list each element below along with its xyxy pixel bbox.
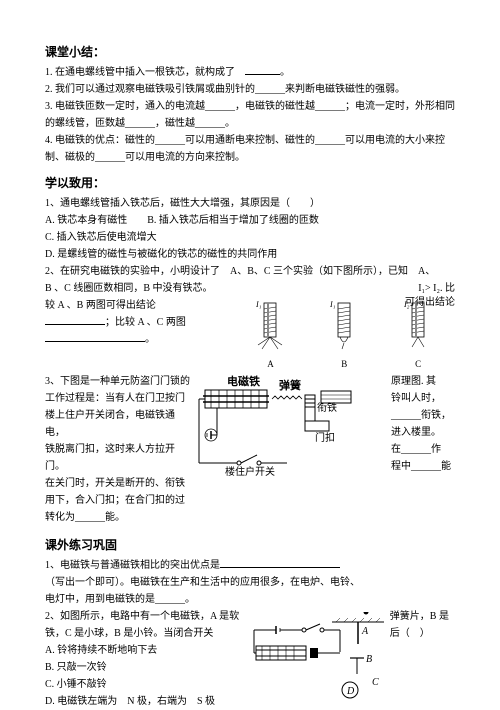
circuit-diagram: 电磁铁 弹簧 衔铁 门扣 — [197, 375, 352, 480]
svg-text:C: C — [372, 677, 379, 688]
q2-line5: 可得出结论 — [405, 294, 455, 311]
q2-line3: 较 A 、B 两图可得出结论 — [45, 297, 234, 314]
coil-a: I₁ A — [250, 299, 290, 369]
q2-line6: 。 — [45, 331, 234, 348]
mag-label: 电磁铁 — [227, 375, 260, 388]
blank — [45, 332, 145, 342]
q3-r3: ______衔铁， — [391, 407, 455, 424]
q3-r5: 在______作 — [391, 441, 455, 458]
p2-r1: 弹簧片，B 是 — [390, 608, 460, 625]
bell-circuit: A B D C — [246, 612, 386, 700]
p1-l1: 1、电磁铁与普通磁铁相比的突出优点是 — [45, 557, 455, 574]
q3-r1: 原理图. 其 — [391, 373, 455, 390]
q3-r6: 程中______能 — [391, 458, 455, 475]
apply-title: 学以致用： — [45, 174, 455, 191]
svg-text:A: A — [361, 626, 369, 637]
q2-line4: ；比较 A 、C 两图 — [45, 314, 234, 331]
spring-label: 弹簧 — [279, 378, 301, 392]
p1-l1-text: 1、电磁铁与普通磁铁相比的突出优点是 — [45, 560, 220, 571]
p2-l4: B. 只敲一次铃 — [45, 659, 242, 676]
switch-label: 楼住户开关 — [225, 465, 275, 478]
blank — [45, 315, 105, 325]
blank — [245, 65, 280, 75]
coil-a-svg: I₁ — [250, 299, 290, 354]
p2-l6: D. 电磁铁左端为 N 极，右端为 S 极 — [45, 693, 242, 710]
coil-b: I₁ B — [324, 299, 364, 369]
q3-l2: 工作过程是：当有人在门卫按门 — [45, 390, 193, 407]
q3-l4: 铁脱离门扣，这时来人方拉开门。 — [45, 441, 193, 475]
summary-item-1: 1. 在通电螺线管中插入一根铁芯，就构成了 。 — [45, 64, 455, 81]
opt-b-text: B. 插入铁芯后相当于增加了线圈的匝数 — [147, 215, 319, 226]
i-compare: I₁> I₂. — [418, 283, 445, 294]
label-a: A — [250, 359, 290, 369]
p2-l2: 铁，C 是小球，B 是小铃。当闭合开关 — [45, 625, 242, 642]
q3-l7: 转化为______能。 — [45, 509, 193, 526]
q2-line2: B 、C 线圈匝数相同，B 中没有铁芯。 — [45, 280, 234, 297]
p2-l3: A. 铃将持续不断地响下去 — [45, 642, 242, 659]
p2-l5: C. 小锤不敲铃 — [45, 676, 242, 693]
coil-b-svg: I₁ — [324, 299, 364, 354]
svg-text:D: D — [346, 686, 355, 697]
q3-l6: 用下，合入门扣；在合门扣的过 — [45, 492, 193, 509]
q3-r2: 铃叫人时， — [391, 390, 455, 407]
q2-line1: 2、在研究电磁铁的实验中，小明设计了 A、B、C 三个实验（如下图所示），已知 … — [45, 263, 455, 280]
opt-a-text: A. 铁芯本身有磁性 — [45, 215, 127, 226]
q3-l5: 在关门时，开关是断开的、衔铁 — [45, 475, 193, 492]
q1-text: 1、通电螺线管插入铁芯后，磁性大大增强，其原因是（ ） — [45, 195, 455, 212]
p1-l2: （写出一个即可）。电磁铁在生产和生活中的应用很多，在电炉、电铃、 — [45, 574, 455, 591]
svg-text:I₁: I₁ — [255, 300, 262, 309]
summary-item-2: 2. 我们可以通过观察电磁铁吸引铁屑或曲别针的______来判断电磁铁磁性的强弱… — [45, 81, 455, 98]
label-c: C — [398, 359, 438, 369]
p1-l3: 电灯中，用到电磁铁的是______。 — [45, 591, 455, 608]
summary-item-3: 3. 电磁铁匝数一定时，通入的电流越______，电磁铁的磁性越______；电… — [45, 98, 455, 132]
q1-optC: C. 插入铁芯后使电流增大 — [45, 229, 455, 246]
q3-l3: 楼上住户开关闭合，电磁铁通电， — [45, 407, 193, 441]
latch-label: 门扣 — [315, 431, 335, 444]
text: 1. 在通电螺线管中插入一根铁芯，就构成了 — [45, 67, 235, 78]
label-b: B — [324, 359, 364, 369]
practice-title: 课外练习巩固 — [45, 536, 455, 553]
bi: 比 — [445, 283, 455, 294]
p2-r2: 后（ ） — [390, 625, 460, 642]
q3-r4: 进入楼里。 — [391, 424, 455, 441]
summary-item-4: 4. 电磁铁的优点：磁性的______可以用通断电来控制、磁性的______可以… — [45, 132, 455, 166]
summary-title: 课堂小结： — [45, 43, 455, 60]
blank — [220, 558, 340, 568]
q1-optD: D. 是螺线管的磁性与被磁化的铁芯的磁性的共同作用 — [45, 246, 455, 263]
q3-l1: 3、下图是一种单元防盗门门锁的 — [45, 373, 193, 390]
svg-text:B: B — [366, 654, 372, 665]
q2-l2-text: B 、C 线圈匝数相同，B 中没有铁芯。 — [45, 283, 213, 294]
q2-l4-text: ；比较 A 、C 两图 — [105, 317, 186, 328]
q1-optA: A. 铁芯本身有磁性 B. 插入铁芯后相当于增加了线圈的匝数 — [45, 212, 455, 229]
p2-l1: 2、如图所示，电路中有一个电磁铁，A 是软 — [45, 608, 242, 625]
svg-text:I₁: I₁ — [329, 300, 336, 309]
